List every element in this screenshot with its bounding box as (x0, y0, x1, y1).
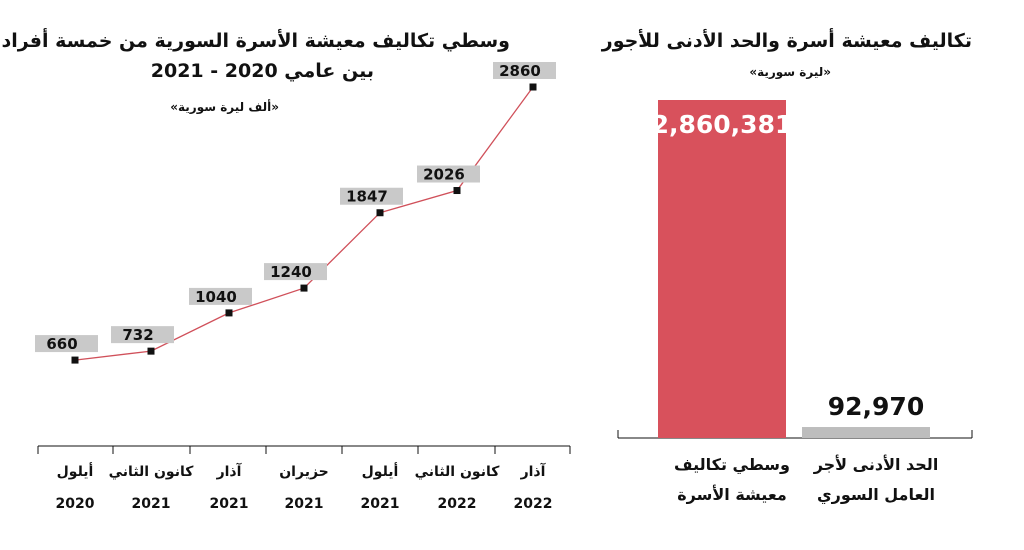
series-line (74, 86, 534, 361)
x-tick-label-month: كانون الثاني (109, 464, 195, 480)
x-tick-label-year: 2021 (132, 496, 171, 512)
data-label-background (493, 62, 556, 79)
data-label-background (189, 287, 252, 305)
x-tick-label-month: حزيران (279, 464, 329, 480)
data-point-marker (300, 284, 308, 292)
data-label-background (35, 335, 98, 353)
bar (658, 100, 786, 438)
data-point-marker (147, 347, 155, 355)
x-tick-label-year: 2022 (514, 496, 553, 512)
x-tick-label-year: 2021 (361, 496, 400, 512)
bar-category-label: العامل السوري (817, 485, 935, 505)
x-tick-label-month: أيلول (57, 462, 94, 480)
left-chart-subtitle: بين عامي 2020 - 2021 (150, 60, 374, 82)
data-label: 732 (122, 326, 153, 344)
bar-category-label: الحد الأدنى لأجر (813, 455, 939, 474)
data-label-background (340, 187, 403, 205)
data-label-background (111, 326, 174, 344)
right-chart-title: تكاليف معيشة أسرة والحد الأدنى للأجور (601, 30, 972, 52)
x-tick-label-year: 2021 (210, 496, 249, 512)
data-label: 1847 (346, 188, 388, 206)
x-tick-label-month: أيلول (362, 462, 399, 480)
x-tick-label-month: آذار (520, 462, 547, 480)
left-chart-unit: «ألف ليرة سورية» (170, 100, 279, 114)
data-label: 660 (46, 335, 77, 353)
data-label: 2026 (423, 166, 465, 184)
data-label: 1240 (270, 263, 312, 281)
data-point-marker (376, 209, 384, 217)
x-tick-label-month: آذار (216, 462, 243, 480)
x-tick-label-month: كانون الثاني (415, 464, 501, 480)
data-label-background (264, 263, 327, 281)
x-tick-label-year: 2021 (285, 496, 324, 512)
left-chart-title: وسطي تكاليف معيشة الأسرة السورية من خمسة… (1, 30, 510, 52)
x-tick-label-year: 2020 (56, 496, 95, 512)
bar-value-label: 92,970 (828, 392, 924, 421)
data-point-marker (453, 187, 461, 195)
data-point-marker (225, 309, 233, 317)
data-point-marker (529, 83, 537, 91)
data-point-marker (71, 356, 79, 364)
bar-category-label: وسطي تكاليف (674, 455, 790, 475)
x-tick-label-year: 2022 (438, 496, 477, 512)
data-label-background (417, 165, 480, 183)
data-label: 2860 (499, 62, 541, 80)
bar-value-label: 2,860,381 (652, 110, 793, 139)
data-label: 1040 (195, 288, 237, 306)
bar-category-label: معيشة الأسرة (677, 485, 787, 504)
right-chart-unit: «ليرة سورية» (749, 65, 831, 79)
bar (802, 427, 930, 438)
